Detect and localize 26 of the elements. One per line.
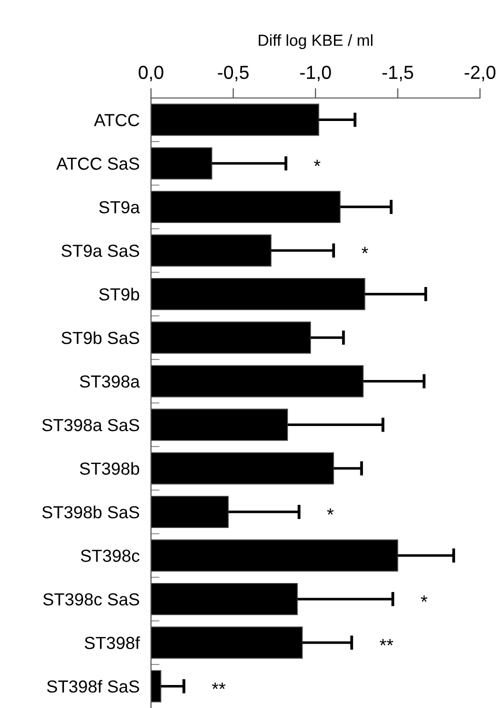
x-tick-label: -1,0 <box>300 66 331 82</box>
x-tick-label: -1,5 <box>382 66 414 82</box>
x-tick-label: -0,5 <box>218 66 249 82</box>
y-tick-label: ST398b <box>80 462 140 475</box>
x-tick-label: 0,0 <box>138 66 164 82</box>
y-tick-label: ST9a <box>99 201 140 214</box>
y-tick-label: ST398a <box>80 375 140 388</box>
x-tick-label: -2,0 <box>464 66 496 82</box>
y-tick-label: ATCC <box>94 114 140 126</box>
annotation: ** <box>212 682 226 689</box>
y-tick-label: ST398c <box>80 550 140 562</box>
x-axis-title: Diff log KBE / ml <box>258 34 372 50</box>
y-tick-label: ST398f <box>84 636 140 650</box>
y-tick-label: ST9b <box>99 288 140 301</box>
y-tick-label: ST9a SaS <box>62 244 140 257</box>
y-tick-label: ST398f SaS <box>47 680 140 693</box>
y-tick-label: ST398a SaS <box>42 418 140 432</box>
annotation: ** <box>380 639 394 646</box>
y-tick-label: ST9b SaS <box>62 331 140 344</box>
annotation: * <box>362 246 368 254</box>
y-tick-label: ATCC SaS <box>56 158 140 170</box>
y-tick-label: ST398c SaS <box>43 593 140 606</box>
y-tick-label: ST398b SaS <box>42 506 140 518</box>
annotation: * <box>314 160 320 166</box>
annotation: * <box>420 595 428 602</box>
annotation: * <box>327 508 334 515</box>
